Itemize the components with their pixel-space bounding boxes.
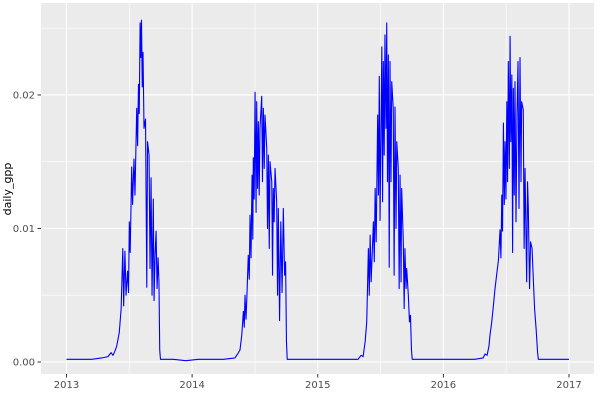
x-tick-label: 2017: [556, 380, 581, 391]
x-tick-label: 2016: [431, 380, 456, 391]
y-tick-label: 0.01: [13, 224, 35, 235]
major-gridlines: [41, 3, 594, 374]
y-axis-tick-labels: 0.00 0.01 0.02: [13, 90, 35, 368]
x-tick-label: 2015: [305, 380, 330, 391]
x-tick-label: 2014: [179, 380, 204, 391]
axis-tick-marks: [37, 94, 570, 378]
x-tick-label: 2013: [54, 380, 79, 391]
gpp-line-series: [66, 19, 569, 362]
y-axis-title: daily_gpp: [1, 163, 14, 216]
y-tick-label: 0.02: [13, 90, 35, 101]
y-tick-label: 0.00: [13, 357, 35, 368]
x-axis-tick-labels: 2013 2014 2015 2016 2017: [54, 380, 582, 391]
